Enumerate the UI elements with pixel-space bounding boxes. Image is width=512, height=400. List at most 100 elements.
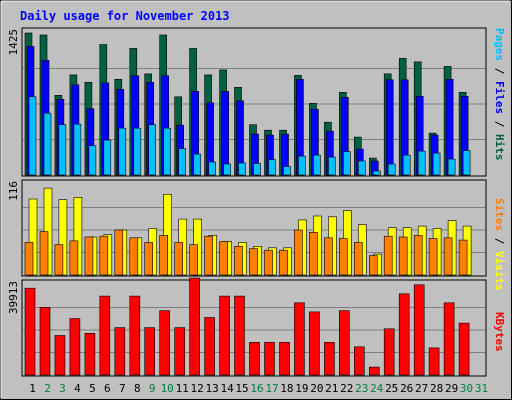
- bar-pages-day-3: [58, 124, 67, 176]
- bar-pages-day-9: [148, 124, 156, 176]
- x-tick-day-4: 4: [74, 382, 81, 395]
- bar-kbytes-day-21: [324, 341, 335, 376]
- x-tick-day-24: 24: [370, 382, 384, 395]
- bar-sites-day-6: [99, 235, 109, 276]
- bar-pages-day-28: [432, 152, 441, 176]
- bar-pages-day-18: [283, 166, 291, 176]
- bar-pages-day-25: [387, 163, 396, 176]
- panel1-max-label: 1425: [7, 29, 20, 56]
- bar-sites-day-24: [368, 255, 378, 276]
- bar-kbytes-day-15: [234, 295, 245, 376]
- bar-kbytes-day-28: [428, 347, 440, 376]
- bar-sites-day-7: [114, 229, 124, 276]
- bar-sites-day-27: [413, 235, 423, 276]
- x-tick-day-26: 26: [400, 382, 413, 395]
- bar-sites-day-25: [383, 235, 393, 276]
- bar-pages-day-13: [208, 161, 216, 176]
- chart-title: Daily usage for November 2013: [20, 9, 230, 23]
- bar-sites-day-28: [428, 238, 438, 276]
- bar-kbytes-day-12: [189, 277, 200, 376]
- bar-kbytes-day-30: [458, 322, 470, 376]
- bar-sites-day-4: [69, 240, 79, 276]
- x-tick-day-1: 1: [29, 382, 36, 395]
- bar-kbytes-day-16: [249, 341, 260, 376]
- bar-files-day-14: [221, 91, 229, 176]
- bar-pages-day-15: [238, 162, 246, 176]
- bar-pages-day-29: [447, 158, 456, 176]
- bar-sites-day-5: [84, 236, 94, 276]
- bar-kbytes-day-29: [443, 302, 455, 376]
- bar-sites-day-18: [279, 249, 288, 276]
- bar-pages-day-11: [178, 148, 186, 176]
- x-tick-day-8: 8: [134, 382, 141, 395]
- legend-visits: Visits: [493, 251, 506, 291]
- x-tick-day-18: 18: [280, 382, 293, 395]
- bar-pages-day-21: [328, 156, 336, 176]
- bar-sites-day-23: [353, 242, 363, 276]
- bar-kbytes-day-11: [174, 327, 185, 376]
- bar-pages-day-26: [402, 154, 411, 176]
- legend-sep-1: /: [493, 61, 506, 81]
- x-tick-day-19: 19: [295, 382, 308, 395]
- bar-files-day-25: [385, 79, 394, 176]
- bar-sites-day-10: [159, 235, 168, 276]
- bar-sites-day-1: [24, 242, 34, 276]
- bar-sites-day-9: [144, 242, 153, 276]
- bar-kbytes-day-25: [383, 328, 395, 376]
- bar-kbytes-day-24: [368, 366, 380, 376]
- bar-sites-day-3: [54, 244, 64, 276]
- x-tick-day-9: 9: [149, 382, 156, 395]
- legend-panel3: KBytes: [493, 312, 506, 352]
- bar-pages-day-4: [73, 123, 82, 176]
- x-tick-day-14: 14: [220, 382, 234, 395]
- bar-kbytes-day-23: [353, 346, 365, 376]
- legend-sep-3: /: [493, 231, 506, 251]
- bar-sites-day-26: [398, 236, 408, 276]
- x-tick-day-17: 17: [265, 382, 278, 395]
- legend-files: Files: [493, 81, 506, 114]
- bar-sites-day-29: [443, 237, 453, 276]
- x-tick-day-13: 13: [205, 382, 218, 395]
- bar-kbytes-day-14: [219, 295, 230, 376]
- x-tick-day-20: 20: [310, 382, 323, 395]
- legend-pages: Pages: [493, 28, 506, 61]
- x-tick-day-27: 27: [415, 382, 428, 395]
- bar-sites-day-14: [219, 241, 228, 276]
- bar-sites-day-30: [458, 239, 468, 276]
- x-tick-day-12: 12: [190, 382, 203, 395]
- bar-pages-day-27: [417, 150, 426, 176]
- x-tick-day-28: 28: [430, 382, 443, 395]
- bar-sites-day-19: [294, 229, 303, 276]
- bar-pages-day-14: [223, 163, 231, 176]
- x-tick-day-15: 15: [235, 382, 248, 395]
- bar-sites-day-21: [324, 237, 333, 276]
- x-tick-day-30: 30: [460, 382, 473, 395]
- bar-kbytes-day-27: [413, 284, 425, 376]
- bar-pages-day-5: [88, 145, 97, 176]
- x-tick-day-23: 23: [355, 382, 368, 395]
- legend-sep-2: /: [493, 114, 506, 134]
- bar-kbytes-day-13: [204, 317, 215, 376]
- bar-kbytes-day-26: [398, 293, 410, 376]
- bar-pages-day-10: [163, 127, 171, 176]
- bar-sites-day-15: [234, 246, 243, 276]
- x-tick-day-21: 21: [325, 382, 338, 395]
- bar-pages-day-19: [298, 155, 306, 176]
- bar-sites-day-12: [189, 244, 198, 276]
- x-tick-day-10: 10: [161, 382, 174, 395]
- legend-hits: Hits: [493, 134, 506, 161]
- x-tick-day-3: 3: [59, 382, 66, 395]
- bar-kbytes-day-1: [24, 287, 36, 376]
- bar-sites-day-2: [39, 231, 49, 276]
- bar-pages-day-1: [28, 96, 37, 176]
- panel3-max-label: 39913: [7, 281, 20, 314]
- x-tick-day-16: 16: [250, 382, 263, 395]
- bar-sites-day-22: [338, 238, 348, 276]
- bar-pages-day-30: [462, 150, 471, 176]
- bar-kbytes-day-4: [69, 318, 81, 376]
- legend-panel2: Sites / Visits: [493, 198, 506, 291]
- x-tick-day-25: 25: [385, 382, 398, 395]
- bar-kbytes-day-8: [129, 295, 141, 376]
- bar-sites-day-8: [129, 237, 139, 276]
